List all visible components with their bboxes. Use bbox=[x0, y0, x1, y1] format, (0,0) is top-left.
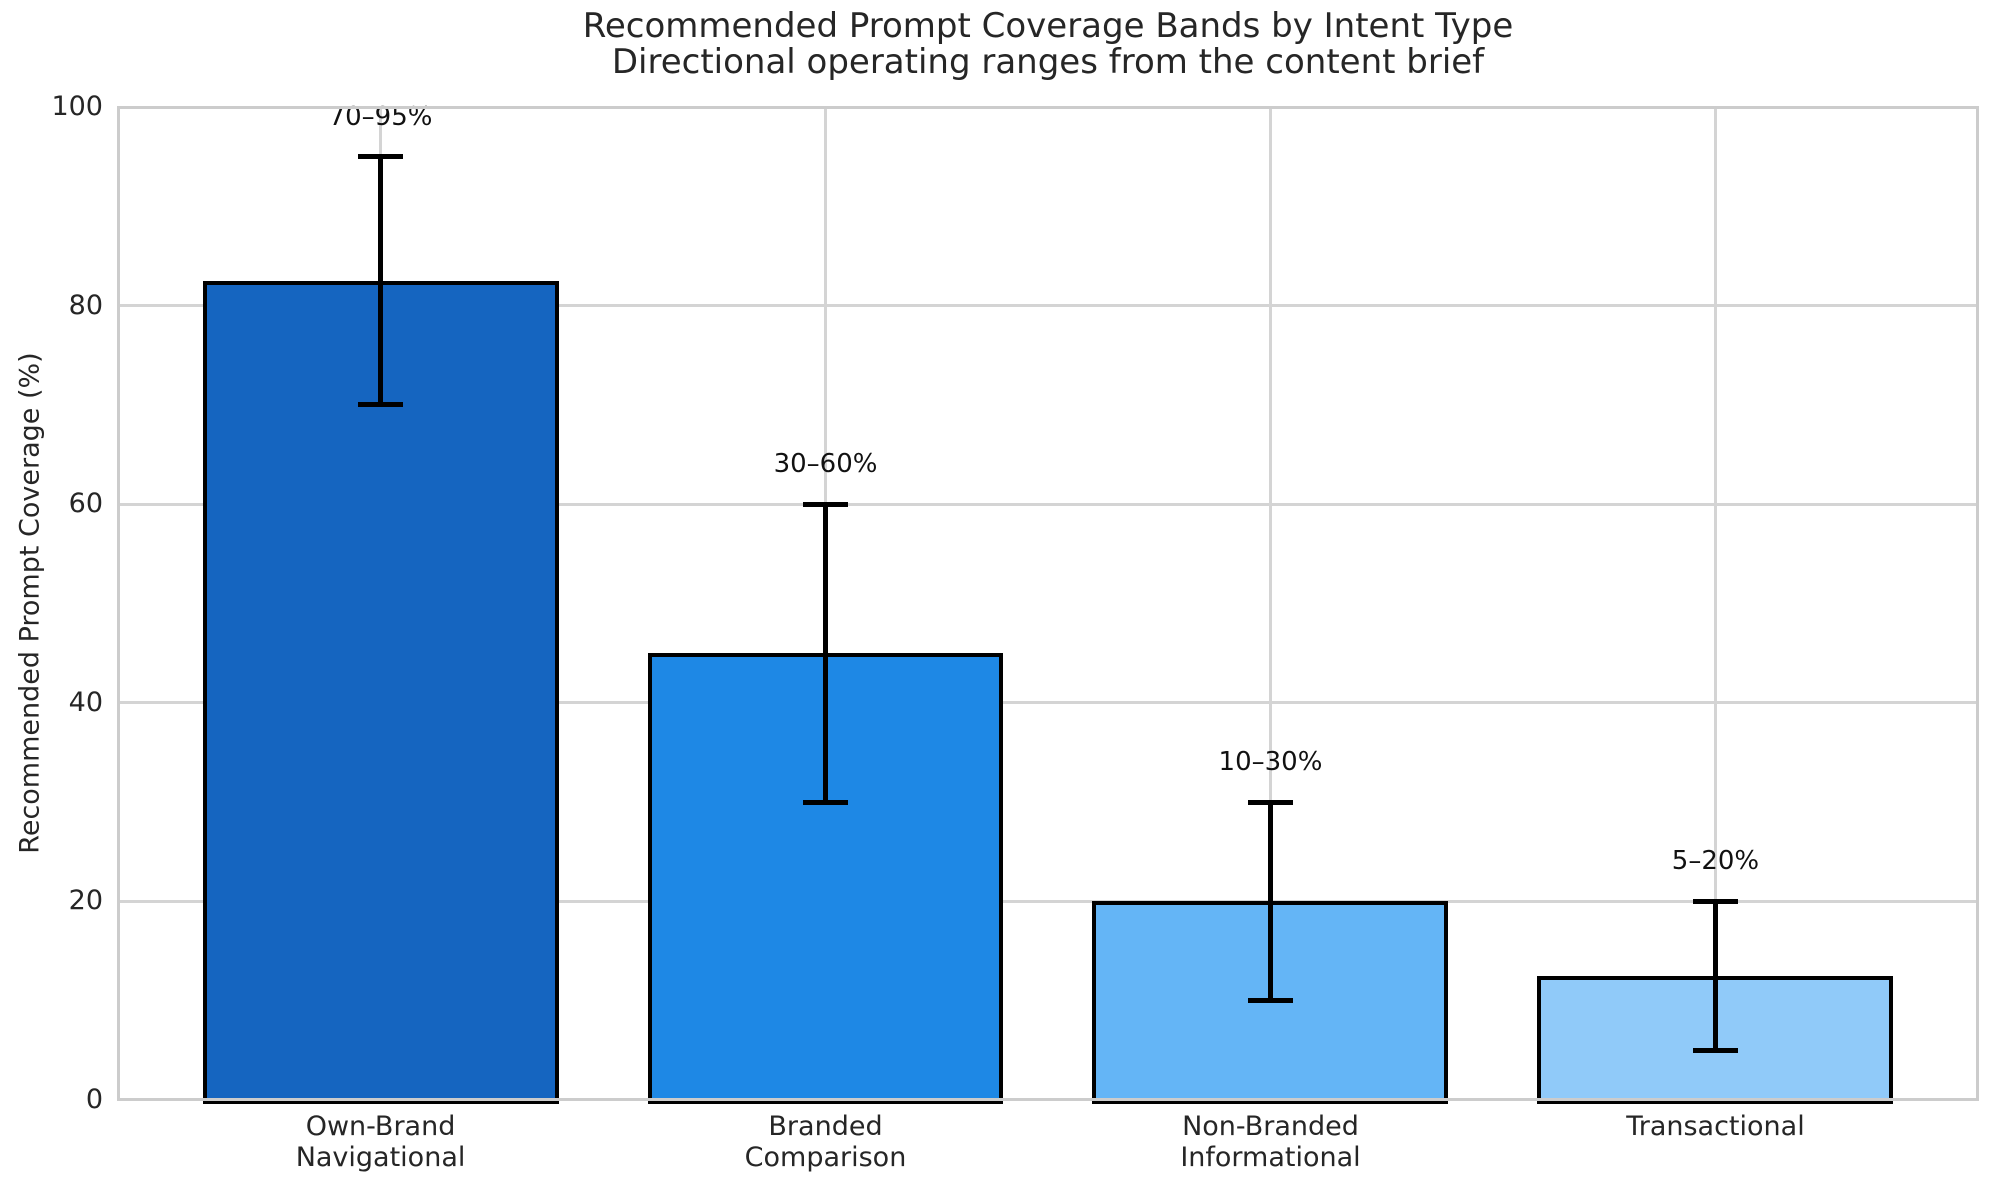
plot-area: 70–95% 30–60% 10–30% 5–20% bbox=[117, 102, 1979, 1104]
chart-title: Recommended Prompt Coverage Bands by Int… bbox=[582, 6, 1514, 46]
y-tick-label: 20 bbox=[68, 885, 103, 917]
error-bar-cap-top bbox=[803, 501, 848, 507]
y-tick-label: 80 bbox=[68, 289, 103, 321]
h-gridline bbox=[118, 899, 1978, 903]
x-tick-label: Transactional bbox=[1626, 1111, 1805, 1142]
y-axis-label: Recommended Prompt Coverage (%) bbox=[14, 352, 46, 854]
error-bar-stem bbox=[823, 504, 828, 803]
error-bar-cap-bottom bbox=[1247, 998, 1293, 1004]
error-bar-cap-bottom bbox=[358, 402, 404, 408]
error-bar-cap-top bbox=[1692, 898, 1738, 904]
x-tick-label: Branded Comparison bbox=[744, 1111, 907, 1173]
chart-subtitle: Directional operating ranges from the co… bbox=[611, 42, 1485, 82]
title-block: Recommended Prompt Coverage Bands by Int… bbox=[118, 8, 1978, 80]
x-tick-label: Own-Brand Navigational bbox=[295, 1111, 466, 1173]
h-gridline bbox=[118, 304, 1978, 308]
y-tick-label: 40 bbox=[68, 686, 103, 718]
y-tick-label: 60 bbox=[68, 488, 103, 520]
error-bar-cap-bottom bbox=[803, 799, 848, 805]
v-gridline bbox=[1713, 107, 1717, 1100]
error-bar-cap-top bbox=[358, 154, 404, 160]
h-gridline bbox=[118, 502, 1978, 506]
bar-range-label: 5–20% bbox=[1671, 846, 1760, 877]
error-bar-cap-top bbox=[1247, 799, 1293, 805]
v-gridline bbox=[1268, 107, 1272, 1100]
error-bar-cap-bottom bbox=[1692, 1047, 1738, 1053]
error-bar-stem bbox=[378, 156, 384, 405]
error-bar-stem bbox=[1267, 802, 1273, 1001]
x-tick-label: Non-Branded Informational bbox=[1180, 1111, 1361, 1173]
bar-range-label: 10–30% bbox=[1218, 747, 1323, 778]
y-tick-label: 0 bbox=[85, 1084, 103, 1115]
y-tick-label: 100 bbox=[51, 91, 103, 122]
bar-range-label: 30–60% bbox=[773, 449, 878, 480]
h-gridline bbox=[118, 701, 1978, 705]
error-bar-stem bbox=[1712, 901, 1718, 1051]
bar bbox=[202, 280, 559, 1104]
bar-range-label: 70–95% bbox=[328, 101, 433, 132]
